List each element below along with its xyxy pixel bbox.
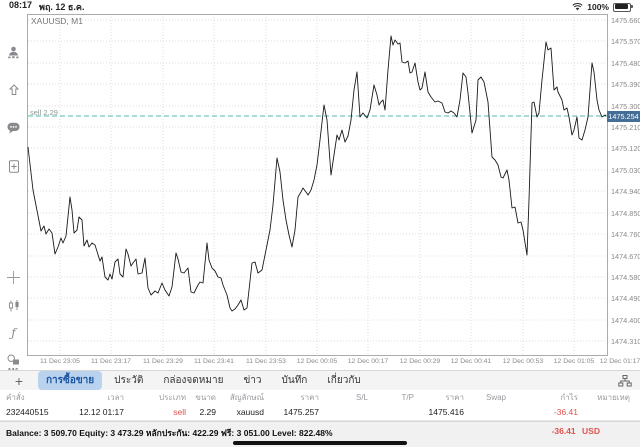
current-price-tag: 1475.254 <box>607 111 640 122</box>
sidebar-toolbar: ƒ M1 <box>0 14 27 376</box>
battery-percent: 100% <box>587 2 609 12</box>
price-tick: 1475.390 <box>611 80 640 89</box>
tab-history[interactable]: ประวัติ <box>114 375 144 386</box>
time-tick: 11 Dec 23:05 <box>40 358 80 365</box>
price-tick: 1474.850 <box>611 209 640 218</box>
chart-type-button[interactable] <box>0 296 27 316</box>
tab-about[interactable]: เกี่ยวกับ <box>327 375 361 386</box>
price-tick: 1475.210 <box>611 123 640 132</box>
table-header-cell: ประเภท <box>159 392 186 402</box>
table-header-cell: ขนาด <box>195 392 216 402</box>
table-header-cell: คำสั่ง <box>6 392 25 402</box>
battery-icon <box>613 2 633 12</box>
table-header-cell: S/L <box>355 392 368 402</box>
table-header-cell: ราคา <box>445 392 464 402</box>
status-time: 08:17 <box>9 0 33 10</box>
price-tick: 1474.310 <box>611 337 640 346</box>
trade-cell: xauusd <box>236 407 264 417</box>
chart-type-icon <box>8 300 19 312</box>
profit-value: -36.41 <box>551 426 576 436</box>
time-tick: 11 Dec 23:53 <box>246 358 286 365</box>
account-button[interactable] <box>0 42 27 62</box>
trade-arrow-icon <box>8 84 19 95</box>
trade-cell: 1475.257 <box>283 407 319 417</box>
chat-icon <box>7 122 20 134</box>
balance-summary: Balance: 3 509.70 Equity: 3 473.29 หลักป… <box>6 428 333 438</box>
account-icon <box>8 46 19 58</box>
price-tick: 1474.940 <box>611 187 640 196</box>
time-tick: 11 Dec 23:29 <box>143 358 183 365</box>
tab-news[interactable]: ข่าว <box>243 375 262 386</box>
time-tick: 12 Dec 00:53 <box>502 358 544 365</box>
time-tick: 12 Dec 01:17 <box>599 358 640 365</box>
price-tick: 1474.760 <box>611 230 640 239</box>
time-tick: 11 Dec 23:41 <box>194 358 234 365</box>
status-bar: 08:17 พฤ. 12 ธ.ค. 100% <box>0 0 640 14</box>
price-tick: 1475.030 <box>611 166 640 175</box>
crosshair-button[interactable] <box>0 267 27 287</box>
status-date: พฤ. 12 ธ.ค. <box>39 2 85 12</box>
price-tick: 1475.120 <box>611 144 640 153</box>
table-header-cell: หมายเหตุ <box>597 392 630 402</box>
time-tick: 12 Dec 00:05 <box>296 358 338 365</box>
trade-cell: 1475.416 <box>428 407 464 417</box>
table-header-cell: กำไร <box>560 392 578 402</box>
price-tick: 1474.580 <box>611 273 640 282</box>
price-tick: 1475.570 <box>611 37 640 46</box>
chart-region[interactable]: XAUUSD, M1 sell 2.29 1475.660 1475.570 147… <box>27 14 640 370</box>
trade-button[interactable] <box>0 80 27 100</box>
floating-profit: -36.41 USD <box>552 426 600 436</box>
indicators-button[interactable]: ƒ <box>0 323 27 343</box>
wifi-icon <box>572 3 583 11</box>
price-tick: 1475.480 <box>611 59 640 68</box>
price-tick: 1475.660 <box>611 16 640 25</box>
chart-symbol-label: XAUUSD, M1 <box>31 16 83 26</box>
tab-journal[interactable]: บันทึก <box>281 375 308 386</box>
trade-cell: 232440515 <box>6 407 49 417</box>
time-tick: 12 Dec 00:29 <box>399 358 441 365</box>
table-header-cell: สัญลักษณ์ <box>229 392 264 402</box>
price-tick: 1474.670 <box>611 252 640 261</box>
tab-bar: + การซื้อขาย ประวัติ กล่องจดหมาย ข่าว บันทึก… <box>0 370 640 390</box>
new-order-icon <box>8 159 19 173</box>
trade-cell: 12.12 01:17 <box>79 407 124 417</box>
crosshair-icon <box>7 270 20 284</box>
price-tick: 1474.400 <box>611 316 640 325</box>
profit-currency: USD <box>582 426 600 436</box>
messages-button[interactable] <box>0 118 27 138</box>
table-header-cell: T/P <box>401 392 414 402</box>
trade-cell: 2.29 <box>199 407 216 417</box>
objects-icon <box>7 354 19 365</box>
new-chart-button[interactable]: + <box>14 372 24 389</box>
trade-cell: sell <box>173 407 186 417</box>
home-indicator[interactable] <box>233 441 407 445</box>
table-header-cell: ราคา <box>300 392 319 402</box>
table-header-cell: เวลา <box>107 392 124 402</box>
time-tick: 12 Dec 00:41 <box>450 358 492 365</box>
price-tick: 1475.300 <box>611 102 640 111</box>
time-tick: 11 Dec 23:17 <box>91 358 131 365</box>
new-order-button[interactable] <box>0 156 27 176</box>
tab-trade[interactable]: การซื้อขาย <box>38 371 103 390</box>
price-tick: 1474.490 <box>611 294 640 303</box>
indicators-icon: ƒ <box>11 326 16 340</box>
time-tick: 12 Dec 00:17 <box>347 358 389 365</box>
trade-cell: -36.41 <box>553 407 578 417</box>
time-tick: 12 Dec 01:05 <box>553 358 595 365</box>
sort-icon[interactable] <box>618 375 632 387</box>
tab-mailbox[interactable]: กล่องจดหมาย <box>163 375 224 386</box>
objects-button[interactable] <box>0 350 27 370</box>
table-header-cell: Swap <box>485 392 506 402</box>
trade-row[interactable]: 232440515 12.12 01:17 sell 2.29 xauusd 1475.2… <box>0 404 640 421</box>
chart-svg[interactable] <box>27 14 640 356</box>
trade-table-header: คำสั่ง เวลา ประเภท ขนาด สัญลักษณ์ ราคา S/L T/P ร… <box>0 390 640 404</box>
sell-position-label: sell 2.29 <box>30 108 58 117</box>
